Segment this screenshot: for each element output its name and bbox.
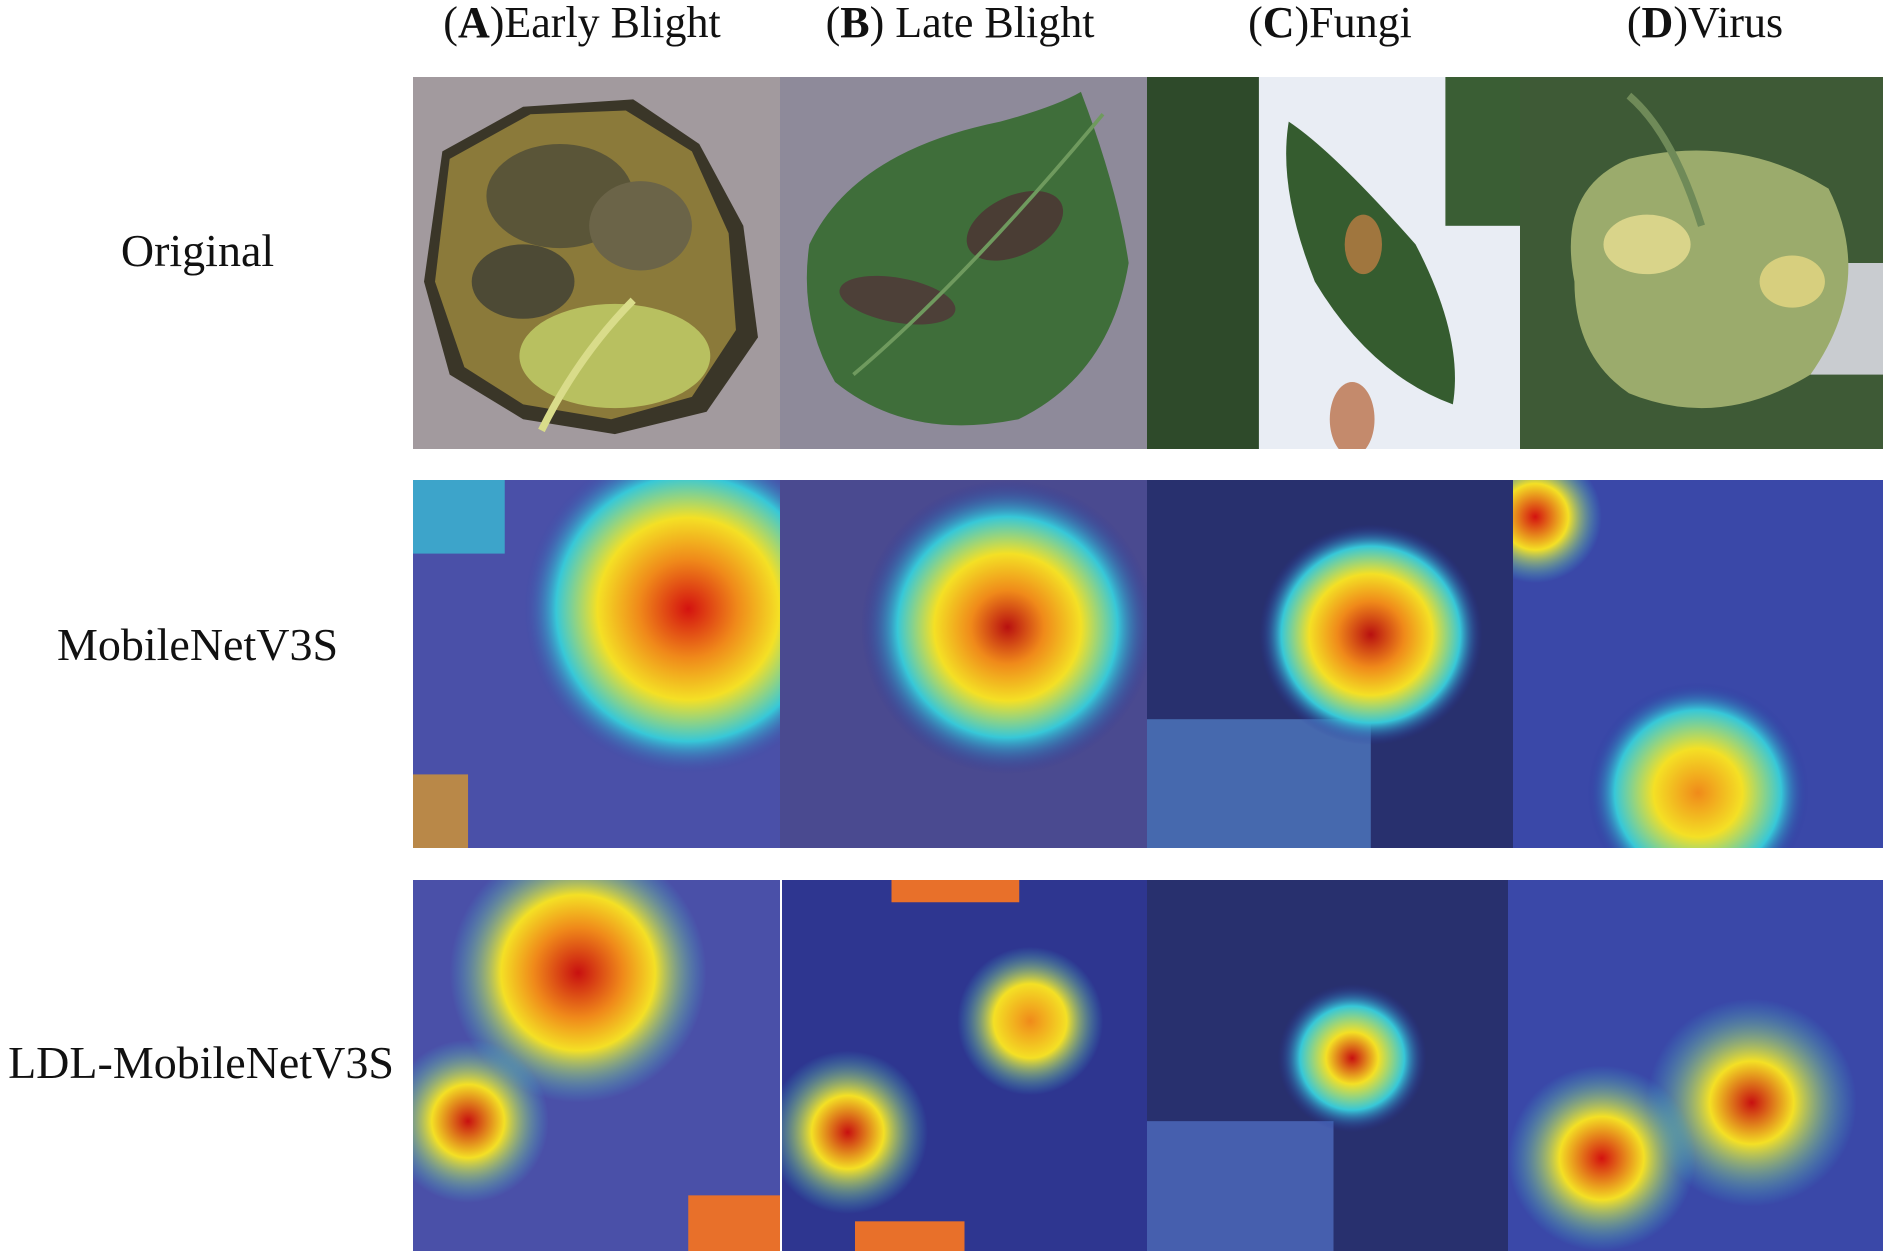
ldl-mobilenetv3s-fungi-heatmap: [1147, 880, 1520, 1251]
column-header-letter: D: [1641, 0, 1674, 47]
original-fungi-image: [1147, 77, 1520, 449]
column-header-text: )Fungi: [1294, 0, 1412, 47]
column-header-letter: A: [457, 0, 490, 47]
column-header-text: ) Late Blight: [869, 0, 1095, 47]
column-header-b: (B) Late Blight: [825, 0, 1095, 47]
row-label-original: Original: [120, 225, 275, 276]
column-header-c: (C)Fungi: [1248, 0, 1412, 47]
column-header-text: )Virus: [1673, 0, 1784, 47]
column-header-letter: C: [1262, 0, 1295, 47]
column-header-a: (A)Early Blight: [443, 0, 721, 47]
original-virus-image: [1520, 77, 1883, 449]
ldl-mobilenetv3s-virus-heatmap: [1508, 880, 1883, 1251]
ldl-mobilenetv3s-late-blight-heatmap: [782, 880, 1147, 1251]
original-late-blight-image: [780, 77, 1147, 449]
mobilenetv3s-virus-heatmap: [1513, 480, 1883, 848]
column-header-text: )Early Blight: [489, 0, 721, 47]
mobilenetv3s-fungi-heatmap: [1147, 480, 1520, 848]
row-label-ldl-mobilenetv3s: LDL-MobileNetV3S: [8, 1037, 394, 1088]
column-header-d: (D)Virus: [1626, 0, 1784, 47]
mobilenetv3s-early-blight-heatmap: [413, 480, 780, 848]
original-early-blight-image: [413, 77, 780, 449]
column-header-letter: B: [840, 0, 870, 47]
mobilenetv3s-late-blight-heatmap: [780, 480, 1147, 848]
ldl-mobilenetv3s-early-blight-heatmap: [413, 880, 780, 1251]
row-label-mobilenetv3s: MobileNetV3S: [56, 619, 339, 670]
